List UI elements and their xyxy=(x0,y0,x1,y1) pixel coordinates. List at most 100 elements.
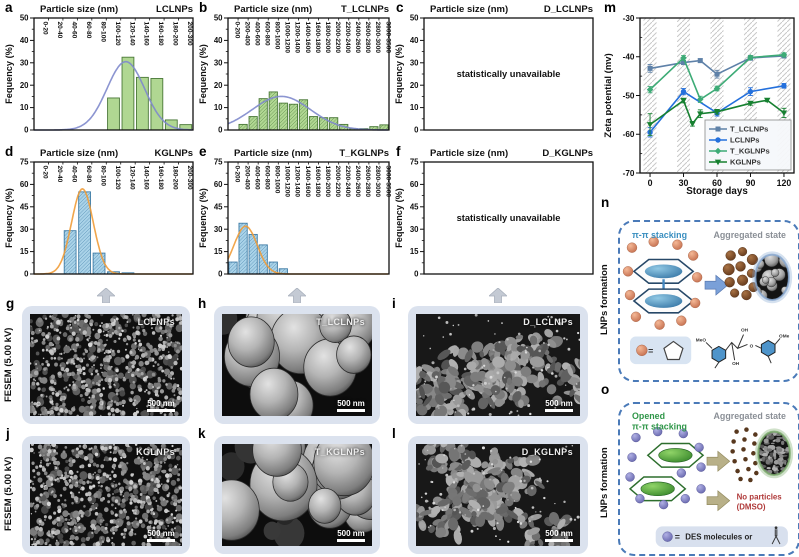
svg-text:2600-2800: 2600-2800 xyxy=(364,166,371,198)
svg-text:180-200: 180-200 xyxy=(172,22,179,47)
lnps-formation-label: LNPs formation xyxy=(599,264,610,336)
or-label: or xyxy=(744,533,752,542)
svg-text:Storage days: Storage days xyxy=(686,186,748,197)
svg-text:2000-2200: 2000-2200 xyxy=(334,166,341,198)
svg-text:-50: -50 xyxy=(623,91,635,100)
histogram-panel-t-kglnps: Particle size (nm) T_KGLNPs 0 15 30 45 60 75 Feq… xyxy=(198,146,394,288)
svg-text:30: 30 xyxy=(20,225,29,234)
svg-text:Fequency (%): Fequency (%) xyxy=(198,44,208,104)
histogram-panel-t-lclnps: Particle size (nm) T_LCLNPs 0 10 20 30 40 50 Feq… xyxy=(198,2,394,144)
equals-sign: = xyxy=(675,532,680,542)
svg-text:2800-3000: 2800-3000 xyxy=(374,166,381,198)
svg-text:45: 45 xyxy=(214,202,223,211)
svg-text:-60: -60 xyxy=(623,130,635,139)
svg-text:1600-1800: 1600-1800 xyxy=(314,166,321,198)
panel-letter-j: j xyxy=(6,426,10,441)
scale-text: 500 nm xyxy=(147,529,175,538)
svg-text:90: 90 xyxy=(746,178,756,188)
scale-line xyxy=(545,409,573,412)
svg-text:40-60: 40-60 xyxy=(70,22,77,39)
panel-letter-h: h xyxy=(198,296,207,311)
sem-micrograph-kglnps xyxy=(30,444,182,546)
aggregated-state-label: Aggregated state xyxy=(713,230,786,240)
no-particles-label: No particles xyxy=(737,493,783,502)
mol-label-ome: OMe xyxy=(779,334,790,340)
svg-text:600-800: 600-800 xyxy=(264,166,271,191)
panel-letter-b: b xyxy=(199,0,208,15)
up-arrow-icon xyxy=(288,288,306,303)
svg-text:120-140: 120-140 xyxy=(128,22,135,47)
svg-text:2200-2400: 2200-2400 xyxy=(344,22,351,54)
svg-text:2200-2400: 2200-2400 xyxy=(344,166,351,198)
svg-text:1800-2000: 1800-2000 xyxy=(324,166,331,198)
lnps-formation-label: LNPs formation xyxy=(599,447,610,519)
up-arrow-icon xyxy=(97,288,115,303)
svg-text:45: 45 xyxy=(20,202,29,211)
svg-text:3000-3500: 3000-3500 xyxy=(384,22,391,54)
scale-bar: 500 nm xyxy=(147,399,175,412)
svg-text:Fequency (%): Fequency (%) xyxy=(4,188,14,248)
scale-bar: 500 nm xyxy=(337,399,365,412)
sem-sample-label: D_LCLNPs xyxy=(523,317,573,327)
svg-text:1200-1400: 1200-1400 xyxy=(294,166,301,198)
scale-text: 500 nm xyxy=(545,529,573,538)
svg-text:D_LCLNPs: D_LCLNPs xyxy=(544,4,593,15)
sem-card-d-kglnps: D_KGLNPs 500 nm xyxy=(408,436,588,554)
svg-text:Particle size (nm): Particle size (nm) xyxy=(234,4,312,15)
svg-text:1000-1200: 1000-1200 xyxy=(284,22,291,54)
svg-text:Fequency (%): Fequency (%) xyxy=(4,44,14,104)
panel-letter-d: d xyxy=(5,144,14,159)
panel-letter-l: l xyxy=(392,426,396,441)
schematic-pi-stacking: π-π stacking Aggregated state = MeO OH O… xyxy=(618,220,799,382)
svg-text:45: 45 xyxy=(410,202,419,211)
svg-text:800-1000: 800-1000 xyxy=(274,166,281,194)
des-molecules-label: DES molecules xyxy=(685,533,743,542)
svg-text:-30: -30 xyxy=(623,14,635,23)
svg-text:20: 20 xyxy=(214,81,223,90)
svg-text:2800-3000: 2800-3000 xyxy=(374,22,381,54)
chart-a: Particle size (nm) LCLNPs 0 10 20 30 40 50 Feque… xyxy=(4,4,194,135)
histogram-panel-kglnps: Particle size (nm) KGLNPs 0 15 30 45 60 75 Feque… xyxy=(4,146,198,288)
svg-text:LCLNPs: LCLNPs xyxy=(156,4,193,15)
scale-line xyxy=(337,539,365,542)
sem-sample-label: T_KGLNPs xyxy=(314,447,365,457)
svg-text:0-20: 0-20 xyxy=(42,166,49,180)
opened-pi-stacking-art xyxy=(625,426,788,548)
svg-text:200-400: 200-400 xyxy=(243,166,250,191)
mol-label-meo: MeO xyxy=(696,337,707,343)
svg-text:160-180: 160-180 xyxy=(157,22,164,47)
svg-text:40: 40 xyxy=(410,36,419,45)
svg-text:100-120: 100-120 xyxy=(114,166,121,191)
panel-letter-g: g xyxy=(6,296,15,311)
svg-text:140-160: 140-160 xyxy=(143,22,150,47)
svg-text:2600-2800: 2600-2800 xyxy=(364,22,371,54)
svg-text:15: 15 xyxy=(20,247,29,256)
svg-text:-40: -40 xyxy=(623,53,635,62)
sem-micrograph-d-lclnps xyxy=(416,314,580,416)
svg-text:T_KGLNPs: T_KGLNPs xyxy=(730,147,770,156)
chart-c: Particle size (nm) D_LCLNPs 0 10 20 30 40 50 Feq… xyxy=(394,4,594,135)
svg-text:0-200: 0-200 xyxy=(233,22,240,39)
sem-sample-label: KGLNPs xyxy=(136,447,175,457)
schematic-o-svg: Opened π-π stacking Aggregated state No … xyxy=(625,411,794,548)
dmso-label: (DMSO) xyxy=(737,503,766,512)
svg-text:200-300: 200-300 xyxy=(186,22,193,47)
svg-text:T_KGLNPs: T_KGLNPs xyxy=(339,148,389,159)
svg-text:0: 0 xyxy=(24,270,29,279)
scale-text: 500 nm xyxy=(147,399,175,408)
svg-text:KGLNPs: KGLNPs xyxy=(730,158,761,167)
svg-text:0: 0 xyxy=(414,270,419,279)
svg-text:10: 10 xyxy=(214,103,223,112)
scale-text: 500 nm xyxy=(337,529,365,538)
svg-text:400-600: 400-600 xyxy=(253,22,260,47)
svg-text:800-1000: 800-1000 xyxy=(274,22,281,50)
svg-text:20-40: 20-40 xyxy=(56,22,63,39)
svg-text:statistically unavailable: statistically unavailable xyxy=(457,213,561,223)
up-arrow-icon xyxy=(489,288,507,303)
svg-text:Fequency (%): Fequency (%) xyxy=(394,188,404,248)
scale-text: 500 nm xyxy=(545,399,573,408)
pi-stacking-art xyxy=(622,236,781,369)
equals-sign: = xyxy=(648,346,653,356)
svg-text:60: 60 xyxy=(712,178,722,188)
svg-text:1000-1200: 1000-1200 xyxy=(284,166,291,198)
